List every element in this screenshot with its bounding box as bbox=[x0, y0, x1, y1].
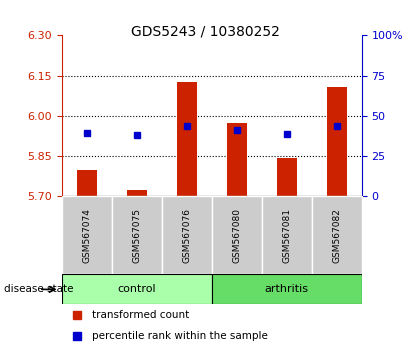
Text: GSM567080: GSM567080 bbox=[232, 208, 241, 263]
FancyBboxPatch shape bbox=[212, 196, 262, 274]
Bar bbox=[76, 170, 97, 196]
Text: percentile rank within the sample: percentile rank within the sample bbox=[92, 331, 268, 341]
Text: GSM567082: GSM567082 bbox=[332, 208, 341, 263]
FancyBboxPatch shape bbox=[62, 274, 212, 304]
Text: disease state: disease state bbox=[4, 284, 74, 295]
FancyBboxPatch shape bbox=[112, 196, 162, 274]
FancyBboxPatch shape bbox=[162, 196, 212, 274]
Bar bbox=[227, 124, 247, 196]
Text: GSM567075: GSM567075 bbox=[132, 208, 141, 263]
Text: GSM567076: GSM567076 bbox=[182, 208, 191, 263]
Text: control: control bbox=[118, 284, 156, 295]
FancyBboxPatch shape bbox=[62, 196, 112, 274]
FancyBboxPatch shape bbox=[312, 196, 362, 274]
Bar bbox=[127, 190, 147, 196]
Text: GDS5243 / 10380252: GDS5243 / 10380252 bbox=[131, 25, 280, 39]
Text: arthritis: arthritis bbox=[265, 284, 309, 295]
FancyBboxPatch shape bbox=[212, 274, 362, 304]
Bar bbox=[177, 82, 196, 196]
Bar bbox=[277, 158, 297, 196]
Text: transformed count: transformed count bbox=[92, 310, 189, 320]
FancyBboxPatch shape bbox=[262, 196, 312, 274]
Text: GSM567081: GSM567081 bbox=[282, 208, 291, 263]
Bar bbox=[327, 87, 347, 196]
Text: GSM567074: GSM567074 bbox=[82, 208, 91, 263]
